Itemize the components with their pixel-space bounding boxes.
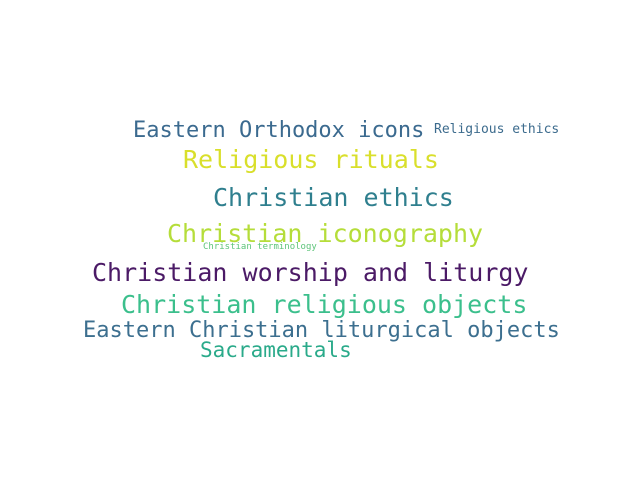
word-eastern-christian-liturgical-objects: Eastern Christian liturgical objects: [83, 318, 560, 343]
word-christian-religious-objects: Christian religious objects: [121, 290, 528, 319]
word-sacramentals: Sacramentals: [200, 338, 352, 362]
word-religious-ethics: Religious ethics: [434, 122, 560, 137]
word-christian-terminology: Christian terminology: [203, 242, 317, 252]
word-religious-rituals: Religious rituals: [183, 145, 439, 174]
word-christian-ethics: Christian ethics: [213, 183, 454, 212]
word-eastern-orthodox-icons: Eastern Orthodox icons: [133, 118, 425, 143]
word-christian-iconography: Christian iconography: [167, 219, 484, 248]
word-christian-worship-and-liturgy: Christian worship and liturgy: [92, 258, 529, 287]
